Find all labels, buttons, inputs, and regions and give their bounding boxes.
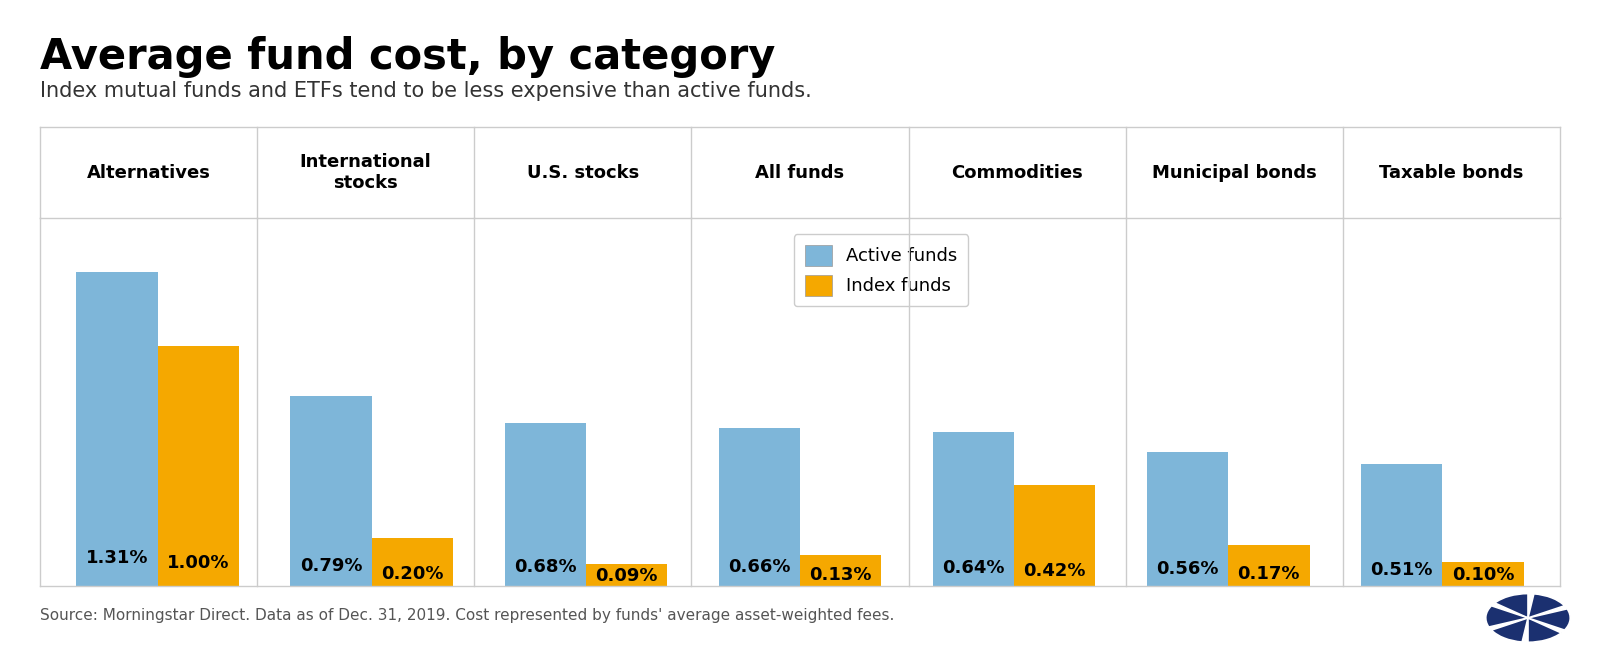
Text: 0.20%: 0.20% — [381, 565, 443, 583]
Wedge shape — [1528, 609, 1570, 630]
Text: 1.00%: 1.00% — [166, 553, 230, 572]
Bar — [586, 564, 667, 586]
Text: 0.64%: 0.64% — [942, 559, 1005, 577]
Text: Index mutual funds and ETFs tend to be less expensive than active funds.: Index mutual funds and ETFs tend to be l… — [40, 81, 811, 102]
Text: U.S. stocks: U.S. stocks — [526, 163, 638, 182]
Bar — [77, 271, 158, 586]
Text: Commodities: Commodities — [952, 163, 1083, 182]
Text: International
stocks: International stocks — [299, 153, 432, 192]
Text: 0.10%: 0.10% — [1451, 566, 1514, 585]
Bar — [1442, 562, 1523, 586]
Bar — [1147, 452, 1229, 586]
Wedge shape — [1486, 605, 1528, 627]
Text: 0.66%: 0.66% — [728, 559, 790, 576]
Bar — [291, 396, 371, 586]
Text: 0.56%: 0.56% — [1157, 560, 1219, 578]
Bar — [718, 428, 800, 586]
Text: All funds: All funds — [755, 163, 845, 182]
Text: Dashboard 1: Dashboard 1 — [13, 8, 83, 19]
Text: 0.79%: 0.79% — [299, 557, 363, 575]
Wedge shape — [1494, 594, 1528, 618]
Text: 1.31%: 1.31% — [86, 549, 149, 567]
Text: 0.17%: 0.17% — [1237, 566, 1301, 583]
Text: 0.68%: 0.68% — [514, 558, 576, 576]
Bar — [1229, 545, 1309, 586]
Text: Alternatives: Alternatives — [86, 163, 211, 182]
Legend: Active funds, Index funds: Active funds, Index funds — [794, 234, 968, 307]
Wedge shape — [1528, 618, 1562, 643]
Bar — [933, 432, 1014, 586]
Bar — [504, 422, 586, 586]
Bar — [800, 555, 882, 586]
Text: 0.42%: 0.42% — [1024, 562, 1086, 580]
Text: Source: Morningstar Direct. Data as of Dec. 31, 2019. Cost represented by funds': Source: Morningstar Direct. Data as of D… — [40, 607, 894, 623]
Text: Municipal bonds: Municipal bonds — [1152, 163, 1317, 182]
Text: Average fund cost, by category: Average fund cost, by category — [40, 36, 776, 78]
Bar — [158, 346, 238, 586]
Wedge shape — [1491, 618, 1528, 642]
Wedge shape — [1528, 594, 1565, 618]
Text: 0.51%: 0.51% — [1370, 561, 1434, 579]
Text: Taxable bonds: Taxable bonds — [1379, 163, 1523, 182]
Bar — [371, 538, 453, 586]
Text: 0.13%: 0.13% — [810, 566, 872, 584]
Bar — [1362, 464, 1442, 586]
Text: 0.09%: 0.09% — [595, 566, 658, 585]
Bar — [1014, 485, 1096, 586]
